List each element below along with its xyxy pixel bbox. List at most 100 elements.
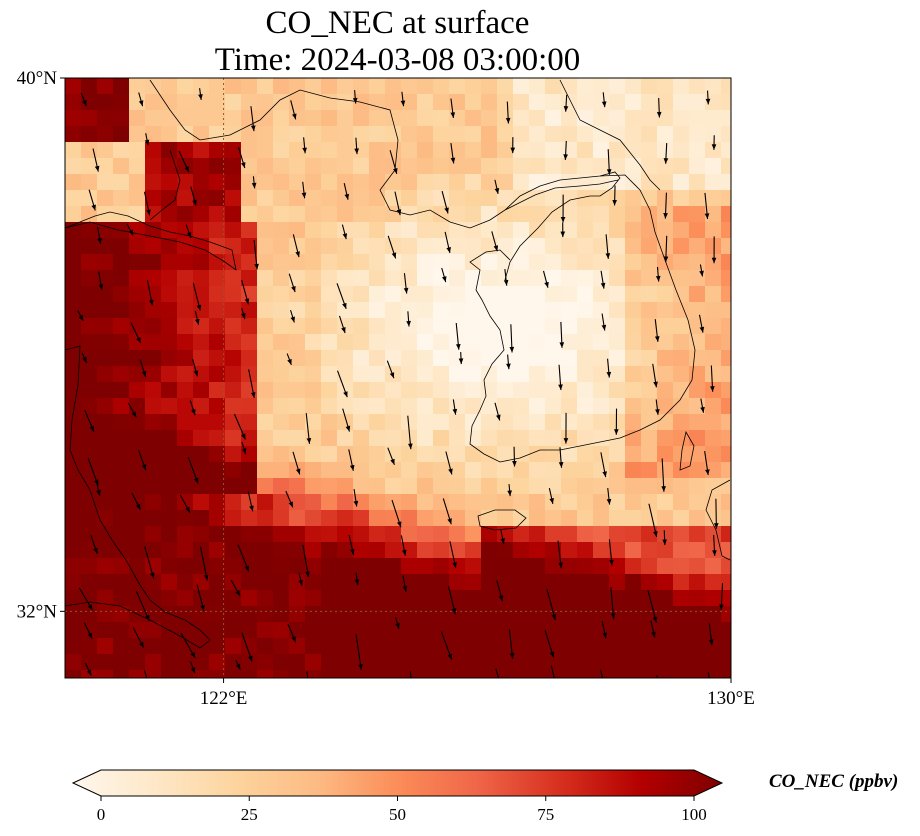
field-cell <box>641 302 658 319</box>
field-cell <box>689 350 706 367</box>
field-cell <box>433 574 450 591</box>
field-cell <box>657 462 674 479</box>
field-cell <box>97 462 114 479</box>
field-cell <box>225 510 242 527</box>
field-cell <box>209 654 226 671</box>
wind-arrow-head <box>655 275 661 282</box>
field-cell <box>289 318 306 335</box>
field-cell <box>81 462 98 479</box>
field-cell <box>497 366 514 383</box>
field-cell <box>209 590 226 607</box>
field-cell <box>129 158 146 175</box>
field-cell <box>337 174 354 191</box>
field-cell <box>321 526 338 543</box>
field-cell <box>65 606 82 623</box>
field-cell <box>465 158 482 175</box>
field-cell <box>113 78 130 95</box>
field-cell <box>721 286 731 303</box>
wind-arrow-head <box>496 414 501 421</box>
field-cell <box>593 334 610 351</box>
field-cell <box>321 222 338 239</box>
field-cell <box>177 446 194 463</box>
field-cell <box>353 558 370 575</box>
field-cell <box>561 526 578 543</box>
field-cell <box>673 638 690 655</box>
field-cell <box>369 574 386 591</box>
field-cell <box>241 510 258 527</box>
wind-arrow-head <box>138 100 144 107</box>
field-cell <box>337 638 354 655</box>
field-cell <box>305 510 322 527</box>
wind-arrow-head <box>235 663 241 670</box>
field-cell <box>417 382 434 399</box>
field-cell <box>545 206 562 223</box>
field-cell <box>209 542 226 559</box>
field-cell <box>609 462 626 479</box>
field-cell <box>161 574 178 591</box>
field-cell <box>657 302 674 319</box>
field-cell <box>353 574 370 591</box>
wind-arrow-head <box>185 506 190 513</box>
field-cell <box>609 158 626 175</box>
field-cell <box>145 542 162 559</box>
field-cell <box>657 654 674 671</box>
field-cell <box>65 190 82 207</box>
wind-arrow-head <box>291 286 296 293</box>
field-cell <box>641 542 658 559</box>
field-cell <box>401 382 418 399</box>
wind-arrow-head <box>295 251 300 258</box>
colorbar-label: CO_NEC (ppbv) <box>769 771 898 792</box>
field-cell <box>209 270 226 287</box>
field-cell <box>369 638 386 655</box>
field-cell <box>193 558 210 575</box>
field-cell <box>353 398 370 415</box>
wind-arrow-head <box>659 702 664 708</box>
field-cell <box>545 190 562 207</box>
field-cell <box>657 558 674 575</box>
field-cell <box>305 174 322 191</box>
field-cell <box>241 286 258 303</box>
field-cell <box>433 190 450 207</box>
field-cell <box>289 542 306 559</box>
field-cell <box>305 110 322 127</box>
field-cell <box>433 286 450 303</box>
field-cell <box>497 190 514 207</box>
field-cell <box>321 174 338 191</box>
wind-arrow-shaft <box>550 665 555 678</box>
field-cell <box>625 510 642 527</box>
field-cell <box>65 542 82 559</box>
field-cell <box>241 206 258 223</box>
wind-arrow-head <box>191 409 196 416</box>
field-cell <box>401 222 418 239</box>
field-cell <box>209 606 226 623</box>
field-cell <box>353 350 370 367</box>
field-cell <box>385 222 402 239</box>
field-cell <box>321 510 338 527</box>
field-cell <box>193 222 210 239</box>
field-cell <box>721 398 731 415</box>
field-cell <box>625 190 642 207</box>
field-cell <box>129 446 146 463</box>
field-cell <box>417 654 434 671</box>
field-cell <box>353 110 370 127</box>
field-cell <box>465 478 482 495</box>
field-cell <box>161 302 178 319</box>
field-cell <box>673 414 690 431</box>
field-cell <box>593 606 610 623</box>
field-cell <box>129 110 146 127</box>
wind-arrow-head <box>711 257 717 264</box>
field-cell <box>497 238 514 255</box>
field-cell <box>257 222 274 239</box>
wind-arrow-head <box>711 144 717 150</box>
field-cell <box>369 670 386 678</box>
field-cell <box>497 126 514 143</box>
field-cell <box>625 78 642 95</box>
field-cell <box>689 590 706 607</box>
field-cell <box>321 270 338 287</box>
field-cell <box>225 126 242 143</box>
field-cell <box>113 398 130 415</box>
field-cell <box>337 94 354 111</box>
field-cell <box>161 110 178 127</box>
wind-arrow-head <box>563 106 569 112</box>
field-cell <box>481 590 498 607</box>
